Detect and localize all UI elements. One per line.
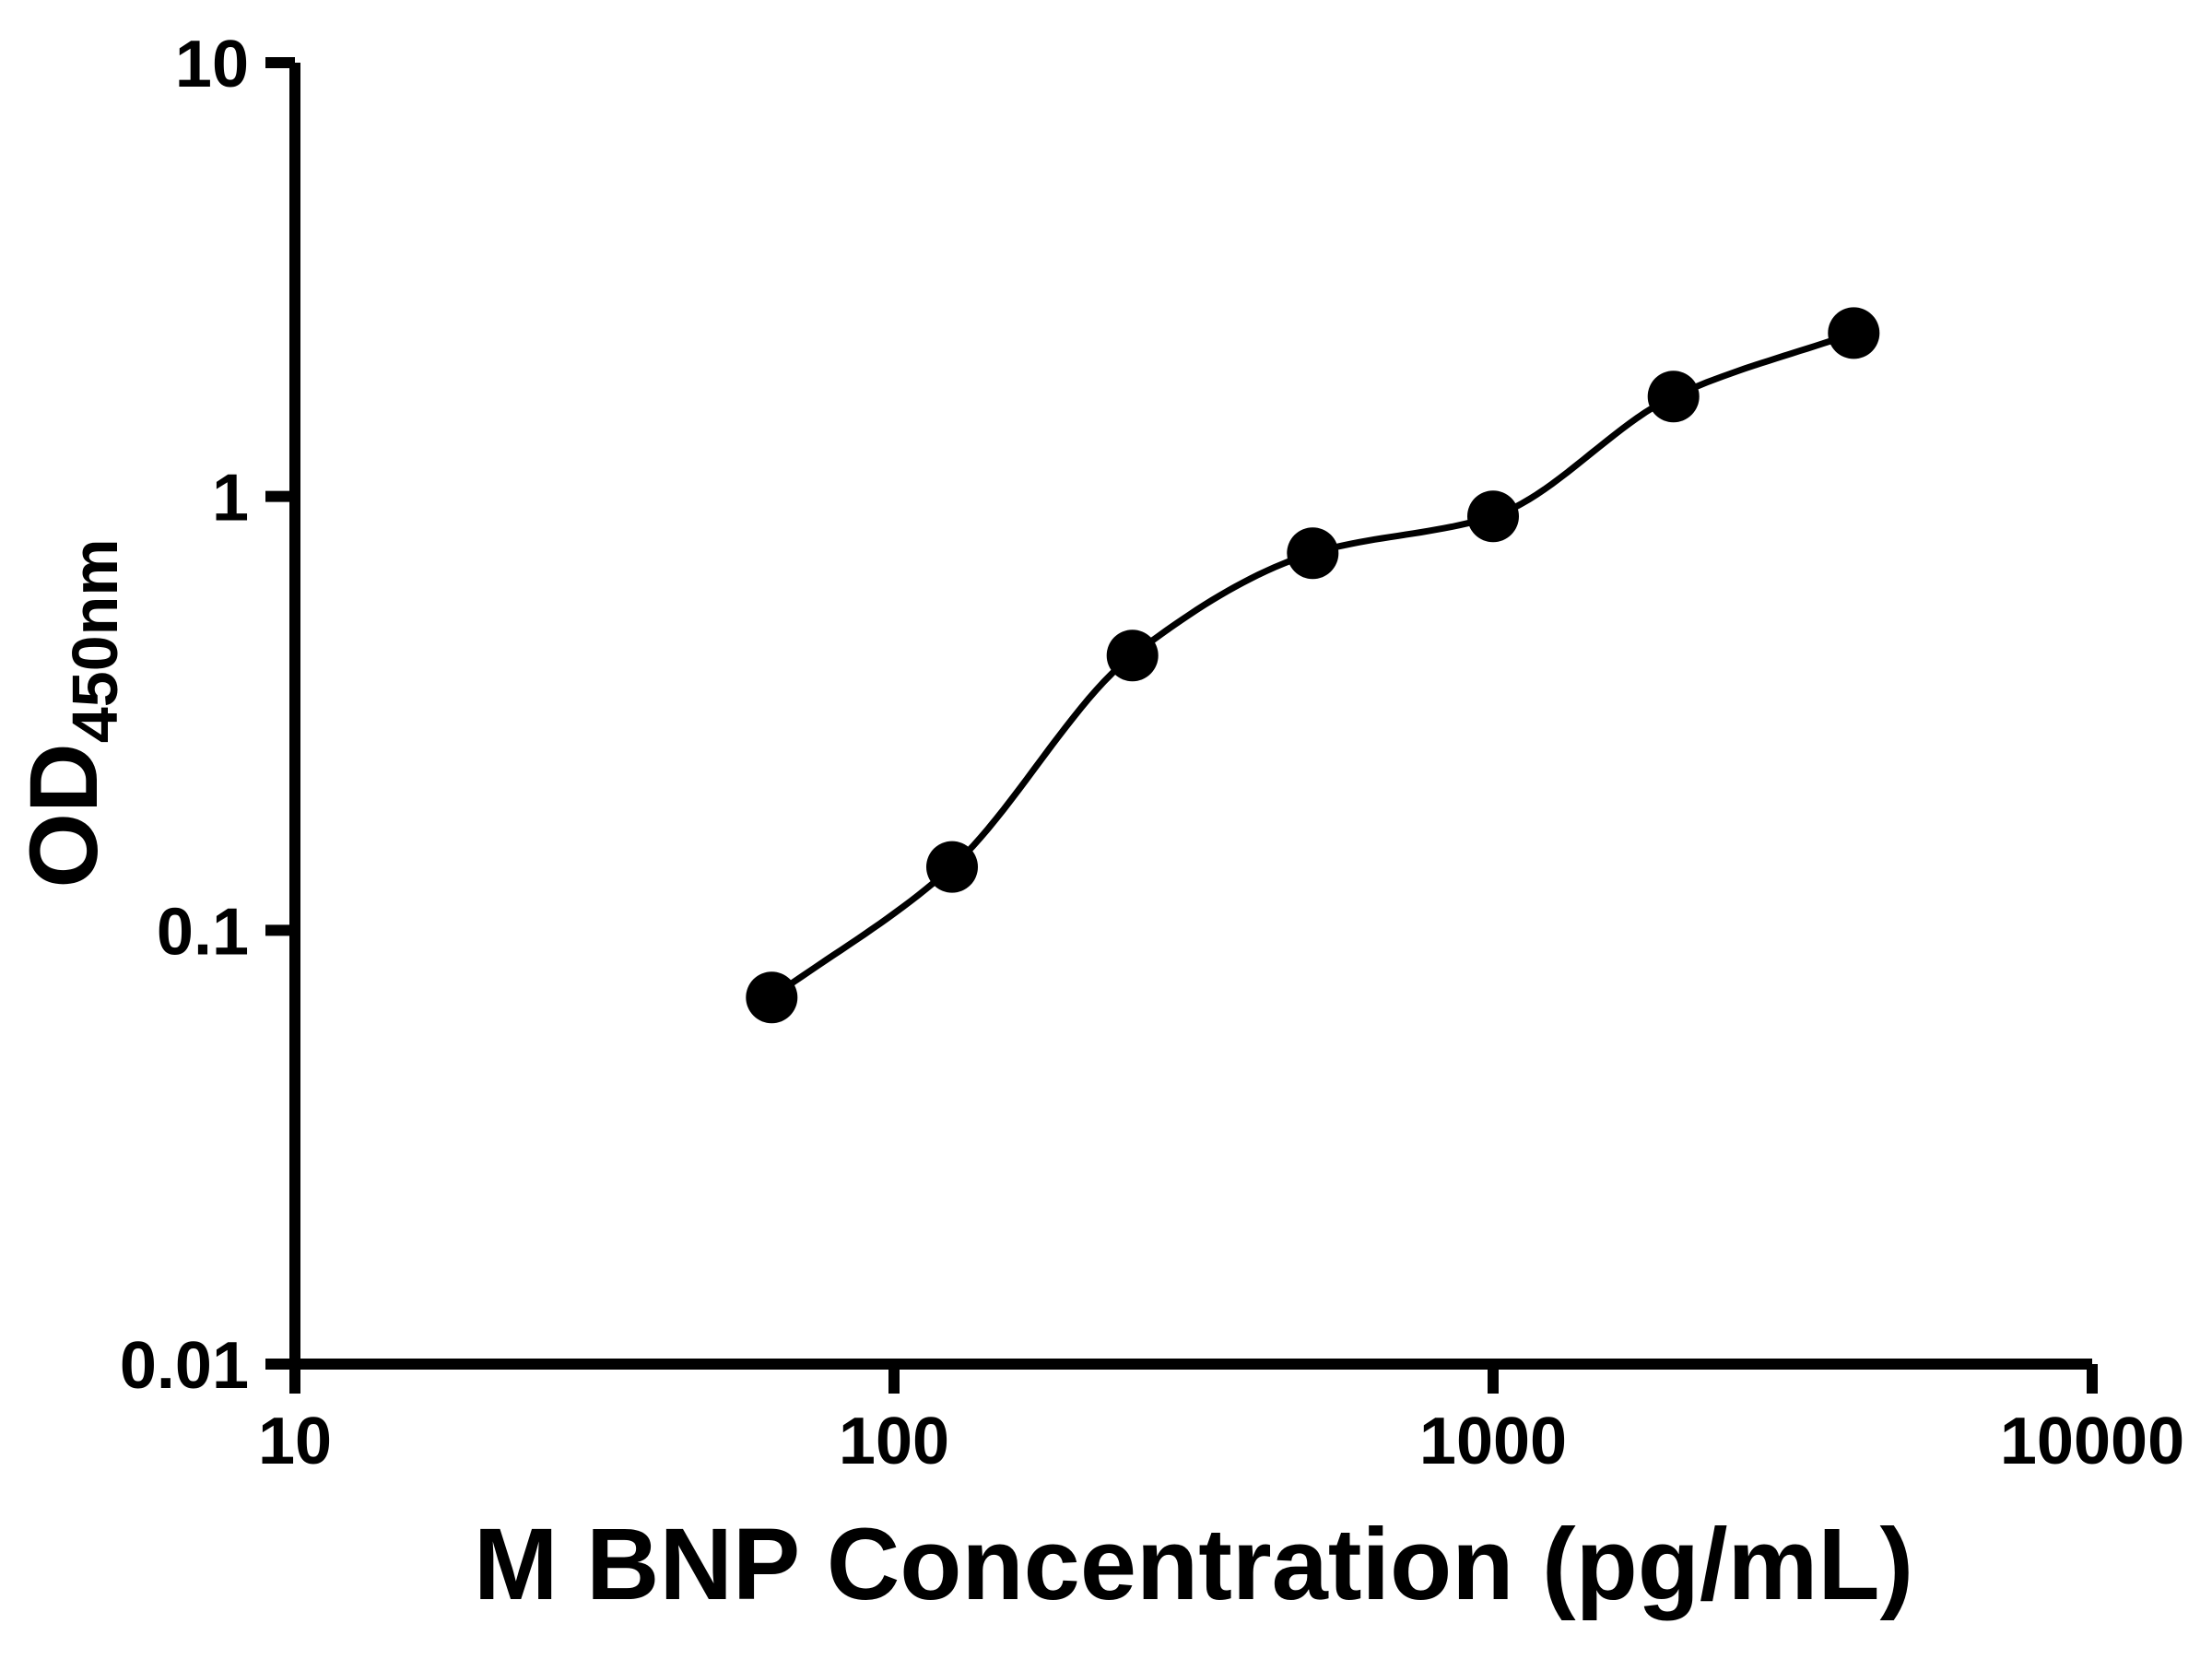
data-point: [1467, 490, 1519, 543]
data-point: [746, 971, 798, 1024]
y-tick-label: 0.1: [157, 895, 249, 969]
y-tick-label: 1: [212, 462, 249, 535]
y-axis-label-subscript: 450nm: [59, 538, 131, 743]
y-axis-label-base: OD: [10, 743, 118, 888]
y-tick-label: 10: [175, 28, 249, 101]
data-point: [1287, 527, 1339, 580]
tick-layer: 10 100 1000 10000 0.01 0.1 1 10: [120, 28, 2184, 1478]
y-axis-label: OD450nm: [10, 538, 131, 888]
data-point: [1647, 371, 1700, 423]
x-tick-label: 100: [839, 1405, 949, 1478]
x-tick-label: 1000: [1419, 1405, 1567, 1478]
axis-spines: [289, 63, 2092, 1370]
data-point: [1106, 629, 1159, 682]
x-tick-label: 10: [258, 1405, 332, 1478]
fit-curve-layer: [770, 330, 1855, 1001]
data-point-layer: [746, 307, 1880, 1024]
y-tick-label: 0.01: [120, 1329, 249, 1403]
data-point: [1828, 307, 1880, 359]
axes-layer: [289, 63, 2092, 1370]
x-axis-label: M BNP Concentration (pg/mL): [474, 1508, 1913, 1621]
fit-curve: [770, 330, 1855, 1001]
data-point: [926, 841, 978, 893]
x-tick-label: 10000: [2000, 1405, 2184, 1478]
